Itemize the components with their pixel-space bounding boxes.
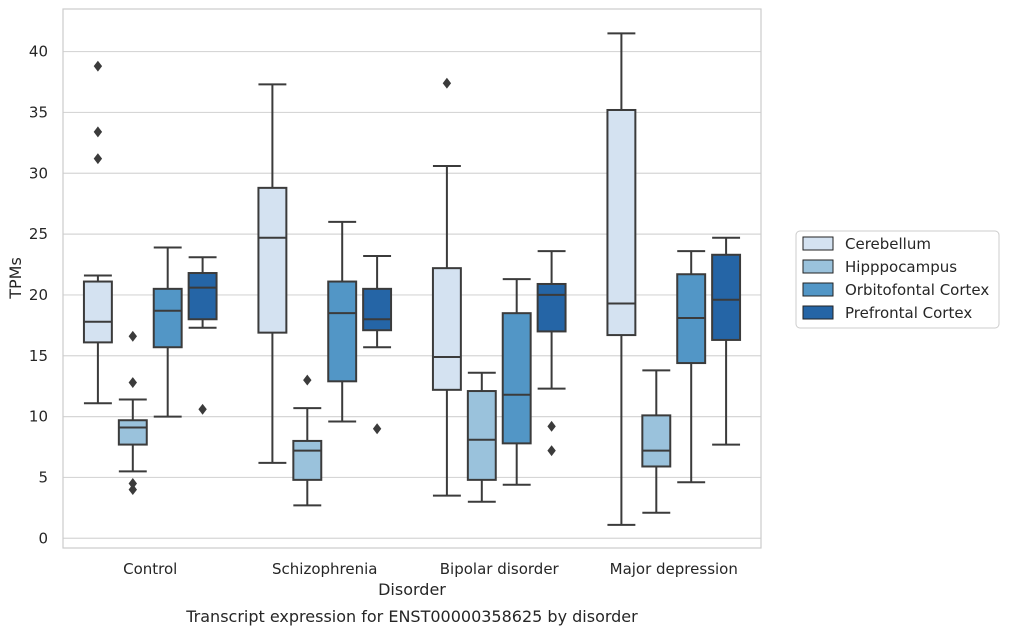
legend-swatch: [802, 259, 834, 274]
outlier-point: [128, 478, 137, 489]
box-prefrontal-cortex: [362, 254, 393, 435]
plot-frame: [62, 8, 762, 549]
box-body: [257, 186, 288, 334]
outlier-point: [93, 153, 103, 165]
box-body: [431, 267, 462, 391]
y-tick-label: 0: [38, 529, 48, 547]
y-axis-title: TPMs: [6, 257, 25, 300]
outlier-point: [442, 77, 452, 89]
outlier-point: [128, 484, 137, 496]
outlier-point: [93, 60, 103, 72]
legend-swatch: [802, 236, 834, 251]
box-prefrontal-cortex: [187, 256, 218, 415]
x-tick-label: Major depression: [610, 560, 738, 578]
legend-label: Orbitofontal Cortex: [845, 281, 989, 299]
box-hipppocampus: [466, 371, 497, 503]
y-tick-label: 40: [29, 43, 48, 61]
box-cerebellum: [257, 83, 288, 464]
box-body: [82, 280, 113, 344]
box-hipppocampus: [292, 374, 323, 507]
chart-caption: Transcript expression for ENST0000035862…: [185, 607, 638, 626]
box-body: [187, 272, 218, 321]
legend-frame: [795, 230, 1000, 329]
box-body: [501, 312, 532, 445]
legend-label: Cerebellum: [845, 235, 931, 253]
x-tick-label: Schizophrenia: [272, 560, 377, 578]
legend-label: Prefrontal Cortex: [845, 304, 972, 322]
box-body: [536, 282, 567, 333]
outlier-point: [128, 330, 137, 342]
box-hipppocampus: [117, 330, 148, 496]
box-orbitofontal-cortex: [327, 220, 358, 423]
y-tick-label: 25: [29, 225, 48, 243]
box-orbitofontal-cortex: [676, 250, 707, 484]
outlier-point: [303, 374, 312, 386]
y-tick-label: 30: [29, 164, 48, 182]
outlier-point: [547, 420, 556, 432]
y-tick-label: 10: [29, 408, 48, 426]
y-tick-label: 15: [29, 347, 48, 365]
legend-swatch: [802, 282, 834, 297]
y-tick-label: 35: [29, 103, 48, 121]
y-tick-labels: 0 5 10 15 20 25 30 35 40: [29, 43, 48, 548]
box-body: [362, 287, 393, 332]
box-hipppocampus: [641, 369, 672, 514]
box-body: [327, 280, 358, 383]
outlier-point: [128, 377, 137, 388]
outlier-point: [547, 445, 556, 457]
legend-swatch: [802, 305, 834, 320]
box-cerebellum: [82, 60, 113, 405]
box-body: [711, 253, 742, 341]
x-axis-title: Disorder: [378, 580, 446, 599]
x-tick-label: Bipolar disorder: [440, 560, 560, 578]
box-body: [292, 439, 323, 481]
x-tick-labels: Control Schizophrenia Bipolar disorder Majo…: [123, 560, 738, 578]
box-prefrontal-cortex: [711, 236, 742, 446]
box-cerebellum: [431, 77, 462, 497]
y-tick-label: 20: [29, 286, 48, 304]
box-body: [641, 414, 672, 468]
boxes: [82, 32, 742, 526]
box-body: [152, 287, 183, 349]
outlier-point: [93, 126, 103, 138]
outlier-point: [198, 403, 207, 415]
box-prefrontal-cortex: [536, 250, 567, 457]
box-body: [117, 419, 148, 446]
box-body: [466, 390, 497, 481]
box-orbitofontal-cortex: [152, 246, 183, 418]
box-orbitofontal-cortex: [501, 278, 532, 486]
box-cerebellum: [606, 32, 637, 526]
outlier-point: [372, 423, 382, 435]
box-body: [606, 108, 637, 337]
legend-label: Hipppocampus: [845, 258, 957, 276]
y-tick-label: 5: [38, 468, 48, 486]
x-tick-label: Control: [123, 560, 177, 578]
legend: Cerebellum Hipppocampus Orbitofontal Corte…: [795, 230, 1000, 329]
